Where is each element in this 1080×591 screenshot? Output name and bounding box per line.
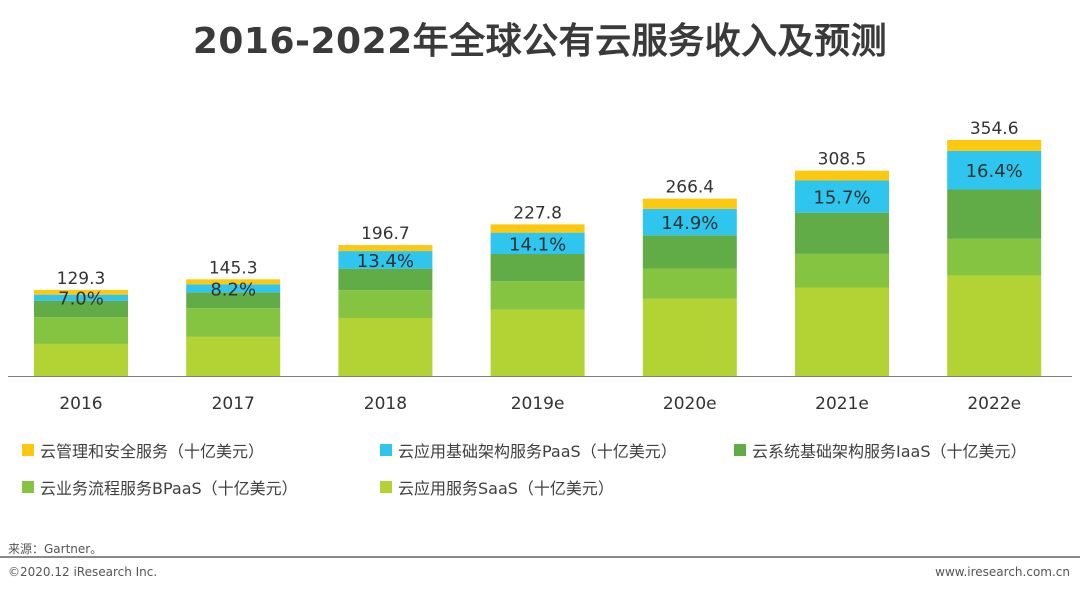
total-label-2021e: 308.5 [818, 150, 867, 170]
bar-mgmt-2019e [490, 224, 585, 233]
legend-swatch-paas [380, 444, 392, 456]
bar-paas-2016 [34, 294, 128, 301]
legend-label-saas: 云应用服务SaaS（十亿美元） [398, 479, 614, 498]
bar-paas-2019e [490, 232, 585, 255]
bar-bpaas-2022e [947, 238, 1042, 276]
legend-swatch-iaas [734, 444, 746, 456]
x-tick-label-2021e: 2021e [815, 394, 869, 414]
bar-paas-2020e [642, 208, 737, 236]
site-url: www.iresearch.com.cn [935, 565, 1070, 579]
bar-saas-2021e [795, 287, 889, 376]
bar-mgmt-2020e [642, 198, 737, 209]
total-label-2016: 129.3 [57, 269, 106, 289]
bar-iaas-2016 [34, 300, 128, 318]
bar-mgmt-2018 [338, 245, 433, 252]
legend-item-iaas: 云系统基础架构服务IaaS（十亿美元） [734, 438, 1027, 462]
bar-saas-2020e [642, 298, 737, 376]
x-tick-label-2020e: 2020e [663, 394, 717, 414]
bar-bpaas-2020e [642, 268, 737, 299]
bar-iaas-2020e [642, 235, 737, 269]
bar-iaas-2017 [186, 292, 281, 309]
bar-bpaas-2018 [338, 290, 433, 318]
legend-swatch-bpaas [22, 481, 34, 493]
bar-mgmt-2021e [795, 170, 889, 181]
paas-share-label-2019e: 14.1% [509, 234, 566, 255]
legend-item-paas: 云应用基础架构服务PaaS（十亿美元） [380, 438, 677, 462]
x-tick-label-2019e: 2019e [511, 394, 565, 414]
x-tick-label-2017: 2017 [212, 394, 255, 414]
total-label-2018: 196.7 [361, 224, 410, 244]
bar-paas-2022e [947, 150, 1042, 190]
legend-label-iaas: 云系统基础架构服务IaaS（十亿美元） [752, 442, 1027, 461]
total-label-2019e: 227.8 [513, 203, 562, 223]
bar-saas-2016 [34, 343, 128, 376]
bar-bpaas-2016 [34, 317, 128, 344]
bar-bpaas-2017 [186, 308, 281, 337]
bar-iaas-2019e [490, 254, 585, 282]
bar-iaas-2018 [338, 268, 433, 291]
bar-iaas-2021e [795, 212, 889, 254]
total-label-2017: 145.3 [209, 258, 258, 278]
bar-paas-2017 [186, 284, 281, 293]
chart-legend: 云管理和安全服务（十亿美元） 云应用基础架构服务PaaS（十亿美元） 云系统基础… [22, 438, 1072, 508]
bar-paas-2021e [795, 180, 889, 213]
legend-item-mgmt: 云管理和安全服务（十亿美元） [22, 438, 264, 462]
bar-iaas-2022e [947, 189, 1042, 239]
legend-swatch-saas [380, 481, 392, 493]
bar-saas-2017 [186, 336, 281, 376]
paas-share-label-2020e: 14.9% [661, 213, 718, 234]
bar-saas-2018 [338, 317, 433, 376]
bar-bpaas-2019e [490, 281, 585, 310]
bar-mgmt-2016 [34, 289, 128, 295]
paas-share-label-2022e: 16.4% [966, 161, 1023, 182]
bar-saas-2022e [947, 275, 1042, 376]
bar-paas-2018 [338, 251, 433, 269]
total-label-2020e: 266.4 [665, 178, 714, 198]
bar-bpaas-2021e [795, 253, 889, 288]
paas-share-label-2018: 13.4% [357, 251, 414, 272]
x-tick-label-2022e: 2022e [967, 394, 1021, 414]
legend-item-saas: 云应用服务SaaS（十亿美元） [380, 475, 614, 499]
legend-swatch-mgmt [22, 444, 34, 456]
bar-saas-2019e [490, 309, 585, 376]
total-label-2022e: 354.6 [970, 119, 1019, 139]
paas-share-label-2016: 7.0% [58, 289, 104, 310]
x-tick-label-2018: 2018 [364, 394, 407, 414]
paas-share-label-2017: 8.2% [210, 279, 256, 300]
bar-mgmt-2017 [186, 279, 281, 285]
copyright-text: ©2020.12 iResearch Inc. [8, 565, 158, 579]
bar-mgmt-2022e [947, 140, 1042, 151]
source-note: 来源：Gartner。 [8, 542, 103, 556]
chart-title: 2016-2022年全球公有云服务收入及预测 [192, 21, 888, 62]
legend-label-mgmt: 云管理和安全服务（十亿美元） [40, 442, 265, 461]
legend-label-bpaas: 云业务流程服务BPaaS（十亿美元） [40, 479, 298, 498]
x-tick-label-2016: 2016 [59, 394, 102, 414]
footer-divider [0, 556, 1080, 558]
legend-label-paas: 云应用基础架构服务PaaS（十亿美元） [398, 442, 677, 461]
legend-item-bpaas: 云业务流程服务BPaaS（十亿美元） [22, 475, 298, 499]
paas-share-label-2021e: 15.7% [813, 188, 870, 209]
